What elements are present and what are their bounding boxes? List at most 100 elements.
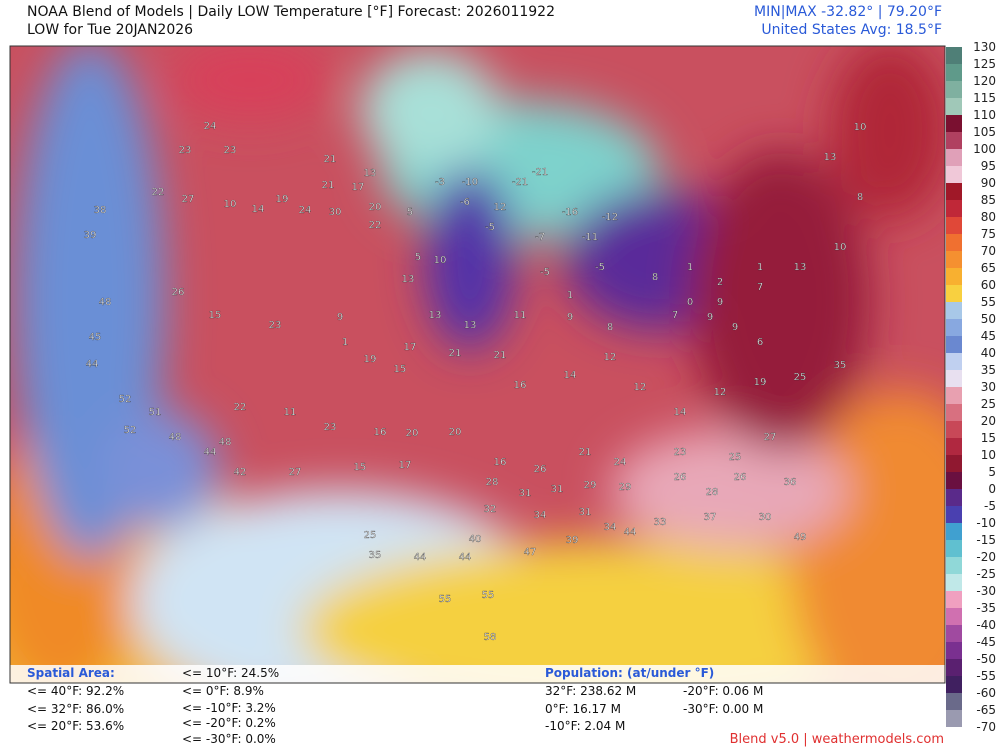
colorbar-cell — [946, 625, 962, 642]
station-value: 7 — [672, 310, 678, 321]
colorbar-label: 105 — [973, 125, 996, 139]
station-value: 1 — [342, 337, 348, 348]
station-value: 10 — [834, 242, 847, 253]
colorbar-cell — [946, 98, 962, 115]
station-value: 30 — [329, 207, 342, 218]
colorbar-label: -10 — [976, 516, 996, 530]
colorbar-cell — [946, 455, 962, 472]
subtitle: LOW for Tue 20JAN2026 — [27, 22, 194, 38]
station-value: 15 — [209, 310, 222, 321]
colorbar-label: -70 — [976, 720, 996, 734]
stat-item: 32°F: 238.62 M — [545, 684, 637, 698]
station-value: 25 — [729, 452, 742, 463]
colorbar-cell — [946, 64, 962, 81]
station-value: 16 — [514, 380, 527, 391]
colorbar-label: 90 — [981, 176, 996, 190]
station-value: 23 — [224, 145, 237, 156]
station-value: 24 — [299, 205, 312, 216]
station-value: 44 — [459, 552, 472, 563]
station-value: 42 — [234, 467, 247, 478]
station-value: 37 — [704, 512, 717, 523]
colorbar-cell — [946, 676, 962, 693]
colorbar: 1301251201151101051009590858075706560555… — [946, 40, 996, 734]
colorbar-label: 65 — [981, 261, 996, 275]
colorbar-cell — [946, 302, 962, 319]
station-value: 23 — [179, 145, 192, 156]
station-value: 12 — [604, 352, 617, 363]
station-value: 0 — [687, 297, 693, 308]
station-value: 9 — [567, 312, 573, 323]
station-value: 23 — [674, 447, 687, 458]
colorbar-cell — [946, 285, 962, 302]
station-value: 26 — [534, 464, 547, 475]
station-value: 27 — [289, 467, 302, 478]
colorbar-label: 80 — [981, 210, 996, 224]
station-value: 1 — [757, 262, 763, 273]
colorbar-label: 35 — [981, 363, 996, 377]
station-value: 22 — [369, 220, 382, 231]
colorbar-label: -20 — [976, 550, 996, 564]
colorbar-label: -35 — [976, 601, 996, 615]
station-value: 6 — [757, 337, 763, 348]
colorbar-cell — [946, 472, 962, 489]
colorbar-label: 115 — [973, 91, 996, 105]
colorbar-label: 130 — [973, 40, 996, 54]
station-value: 39 — [566, 535, 579, 546]
colorbar-label: 75 — [981, 227, 996, 241]
station-value: 34 — [534, 510, 547, 521]
colorbar-label: -65 — [976, 703, 996, 717]
station-value: 38 — [94, 205, 107, 216]
station-value: 27 — [764, 432, 777, 443]
station-value: 12 — [494, 202, 507, 213]
colorbar-label: -50 — [976, 652, 996, 666]
station-value: 52 — [124, 425, 137, 436]
station-value: 13 — [429, 310, 442, 321]
station-value: 14 — [252, 204, 265, 215]
station-value: 31 — [579, 507, 592, 518]
colorbar-label: -15 — [976, 533, 996, 547]
stat-item: 0°F: 16.17 M — [545, 702, 621, 716]
colorbar-cell — [946, 251, 962, 268]
station-value: 13 — [464, 320, 477, 331]
stat-item: <= -10°F: 3.2% — [182, 701, 276, 715]
station-value: 28 — [486, 477, 499, 488]
station-value: 9 — [337, 312, 343, 323]
station-value: 29 — [619, 482, 632, 493]
colorbar-cell — [946, 591, 962, 608]
colorbar-cell — [946, 370, 962, 387]
colorbar-label: 40 — [981, 346, 996, 360]
colorbar-cell — [946, 47, 962, 64]
station-value: 28 — [706, 487, 719, 498]
average: United States Avg: 18.5°F — [761, 22, 942, 38]
station-value: 31 — [519, 488, 532, 499]
colorbar-cell — [946, 659, 962, 676]
station-value: -16 — [562, 207, 578, 218]
station-value: 9 — [707, 312, 713, 323]
colorbar-cell — [946, 710, 962, 727]
station-value: 12 — [714, 387, 727, 398]
station-value: 17 — [352, 182, 365, 193]
colorbar-label: 60 — [981, 278, 996, 292]
station-value: 25 — [364, 530, 377, 541]
colorbar-label: -25 — [976, 567, 996, 581]
station-value: 5 — [415, 252, 421, 263]
station-value: 19 — [276, 194, 289, 205]
station-value: 44 — [204, 447, 217, 458]
colorbar-cell — [946, 574, 962, 591]
station-value: 55 — [439, 594, 452, 605]
station-value: 27 — [182, 194, 195, 205]
station-value: -7 — [535, 232, 545, 243]
station-value: 44 — [414, 552, 427, 563]
station-value: 34 — [604, 522, 617, 533]
colorbar-cell — [946, 81, 962, 98]
colorbar-cell — [946, 523, 962, 540]
station-value: 39 — [84, 230, 97, 241]
colorbar-cell — [946, 234, 962, 251]
station-value: 13 — [402, 274, 415, 285]
station-value: 10 — [224, 199, 237, 210]
colorbar-cell — [946, 217, 962, 234]
station-value: 31 — [551, 484, 564, 495]
colorbar-label: -30 — [976, 584, 996, 598]
station-value: -6 — [460, 197, 470, 208]
spatial-heading: Spatial Area: — [27, 666, 115, 680]
